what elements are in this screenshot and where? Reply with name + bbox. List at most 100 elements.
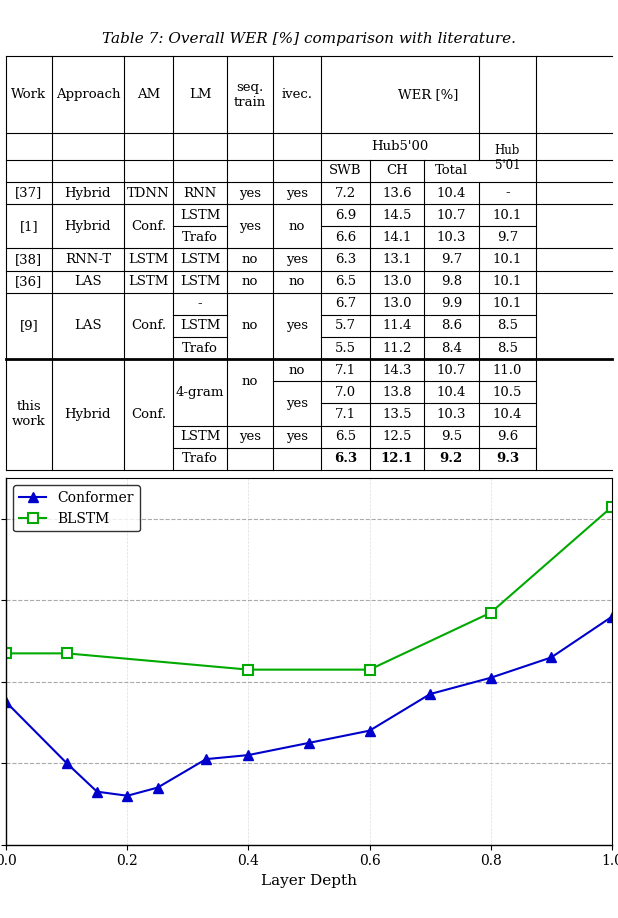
Text: -: - (198, 297, 202, 310)
Text: 9.3: 9.3 (496, 453, 519, 465)
Text: yes: yes (286, 431, 308, 443)
Conformer (305, 737, 313, 748)
Text: Conf.: Conf. (131, 319, 166, 332)
Text: no: no (289, 219, 305, 233)
Text: no: no (289, 364, 305, 376)
Text: Hub5'00: Hub5'00 (371, 140, 428, 153)
Text: yes: yes (286, 253, 308, 266)
BLSTM (366, 664, 373, 675)
Text: 10.3: 10.3 (436, 408, 466, 421)
Text: TDNN: TDNN (127, 186, 170, 199)
Text: 14.3: 14.3 (382, 364, 412, 376)
Text: 10.4: 10.4 (437, 186, 466, 199)
BLSTM (487, 607, 494, 618)
Text: 13.1: 13.1 (382, 253, 412, 266)
Text: 12.5: 12.5 (382, 431, 412, 443)
Text: [38]: [38] (15, 253, 43, 266)
Text: [37]: [37] (15, 186, 43, 199)
X-axis label: Layer Depth: Layer Depth (261, 874, 357, 888)
Text: 7.0: 7.0 (335, 386, 356, 398)
Text: 10.3: 10.3 (436, 231, 466, 244)
BLSTM (2, 648, 10, 659)
Conformer (2, 697, 10, 708)
Text: 11.0: 11.0 (493, 364, 522, 376)
Text: no: no (242, 319, 258, 332)
Text: Table 7: Overall WER [%] comparison with literature.: Table 7: Overall WER [%] comparison with… (102, 31, 516, 46)
Text: 10.4: 10.4 (437, 386, 466, 398)
Text: yes: yes (239, 219, 261, 233)
Text: Hybrid: Hybrid (65, 408, 111, 421)
Text: 6.7: 6.7 (335, 297, 356, 310)
Text: 8.4: 8.4 (441, 341, 462, 354)
Text: 8.5: 8.5 (497, 341, 518, 354)
Text: Hub
5'01: Hub 5'01 (494, 144, 520, 172)
Text: 12.1: 12.1 (381, 453, 413, 465)
Text: yes: yes (239, 186, 261, 199)
Text: 9.5: 9.5 (441, 431, 462, 443)
Text: Total: Total (434, 164, 468, 177)
Text: 13.5: 13.5 (382, 408, 412, 421)
Text: 6.5: 6.5 (335, 275, 356, 288)
Text: 14.1: 14.1 (382, 231, 412, 244)
Conformer (154, 782, 161, 793)
Text: 5.5: 5.5 (335, 341, 356, 354)
Conformer (366, 725, 373, 736)
Text: no: no (289, 275, 305, 288)
Conformer (608, 611, 616, 622)
Text: 6.3: 6.3 (335, 253, 356, 266)
Text: 6.6: 6.6 (335, 231, 356, 244)
Text: CH: CH (386, 164, 408, 177)
Text: Trafo: Trafo (182, 231, 218, 244)
Text: Hybrid: Hybrid (65, 186, 111, 199)
Conformer (63, 757, 70, 768)
Text: 9.6: 9.6 (497, 431, 518, 443)
Text: yes: yes (286, 186, 308, 199)
Text: 13.6: 13.6 (382, 186, 412, 199)
Conformer (245, 750, 252, 761)
Line: BLSTM: BLSTM (1, 502, 617, 675)
Text: 10.1: 10.1 (493, 275, 522, 288)
Text: 14.5: 14.5 (382, 208, 412, 222)
Conformer (93, 786, 101, 797)
Text: 7.1: 7.1 (335, 408, 356, 421)
Text: RNN-T: RNN-T (65, 253, 111, 266)
Text: LSTM: LSTM (129, 253, 169, 266)
Text: LSTM: LSTM (180, 275, 220, 288)
Conformer (426, 688, 434, 700)
Text: 9.7: 9.7 (441, 253, 462, 266)
Text: 8.5: 8.5 (497, 319, 518, 332)
Legend: Conformer, BLSTM: Conformer, BLSTM (13, 486, 140, 532)
Text: Trafo: Trafo (182, 341, 218, 354)
Text: no: no (242, 275, 258, 288)
Text: yes: yes (286, 397, 308, 410)
Text: LAS: LAS (74, 275, 102, 288)
Text: 13.8: 13.8 (382, 386, 412, 398)
Text: 9.8: 9.8 (441, 275, 462, 288)
Text: WER [%]: WER [%] (399, 88, 459, 101)
Conformer (487, 672, 494, 683)
Text: 6.5: 6.5 (335, 431, 356, 443)
BLSTM (608, 501, 616, 512)
Text: this
work: this work (12, 400, 46, 429)
Text: [9]: [9] (20, 319, 38, 332)
Text: -: - (505, 186, 510, 199)
Conformer (202, 754, 210, 765)
Text: 10.1: 10.1 (493, 253, 522, 266)
Text: 5.7: 5.7 (335, 319, 356, 332)
Line: Conformer: Conformer (1, 612, 617, 800)
Text: 7.2: 7.2 (335, 186, 356, 199)
Text: 4-gram: 4-gram (176, 386, 224, 398)
Text: LM: LM (188, 88, 211, 101)
Text: [1]: [1] (20, 219, 38, 233)
Text: 13.0: 13.0 (382, 297, 412, 310)
Text: Work: Work (11, 88, 46, 101)
Text: ivec.: ivec. (281, 88, 312, 101)
Text: 11.4: 11.4 (382, 319, 412, 332)
Text: 7.1: 7.1 (335, 364, 356, 376)
Text: 11.2: 11.2 (382, 341, 412, 354)
Text: LSTM: LSTM (180, 208, 220, 222)
Text: yes: yes (239, 431, 261, 443)
Text: RNN: RNN (184, 186, 217, 199)
Text: [36]: [36] (15, 275, 43, 288)
Text: 13.0: 13.0 (382, 275, 412, 288)
